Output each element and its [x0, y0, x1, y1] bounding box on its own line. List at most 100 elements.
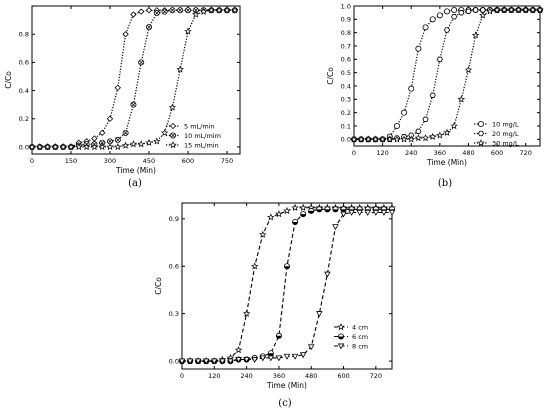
panel-c-legend-label: 8 cm	[352, 342, 368, 350]
panel-a-data-point	[122, 31, 129, 38]
panel-c-data-point	[340, 211, 347, 218]
panel-a-x-tick-label: 450	[143, 157, 155, 165]
panel-b-data-point	[500, 6, 508, 14]
panel-c-y-tick-label: 0.6	[169, 263, 179, 271]
panel-c-data-point	[267, 350, 274, 357]
panel-a-y-tick-label: 0.4	[19, 87, 29, 95]
panel-c-x-tick-label: 240	[240, 372, 252, 380]
panel-c-data-point	[372, 210, 380, 216]
panel-c-data-point	[267, 355, 275, 362]
panel-a: 0 150 300 450 600 750 0.0 0.2 0.4 0.6 0.8 Time (Min…	[4, 5, 241, 189]
panel-b-data-point	[451, 14, 458, 20]
panel-a-data-point-cross	[107, 139, 113, 144]
panel-a-data-point	[145, 7, 153, 14]
panel-b-y-tick-label: 0.1	[341, 122, 351, 130]
panel-c-data-point	[275, 355, 283, 362]
panel-b-y-tick-label: 0.7	[341, 42, 351, 50]
panel-a-x-tick-label: 300	[104, 157, 116, 165]
panel-a-legend-label: 15 mL/min	[184, 141, 219, 149]
panel-a-data-point	[75, 143, 83, 151]
panel-c-data-point	[235, 357, 242, 363]
panel-c-data-point	[202, 358, 210, 365]
panel-b-data-point	[378, 135, 387, 143]
panel-c-data-point-fill	[308, 210, 314, 214]
panel-b-x-tick-label: 480	[462, 149, 474, 157]
panel-b-legend-label: 20 mg/L	[492, 130, 519, 138]
panel-a-data-point	[106, 143, 114, 151]
panel-c-data-point	[259, 355, 267, 362]
panel-b-y-tick-label: 0.9	[341, 16, 351, 24]
panel-b-data-point	[514, 6, 523, 14]
panel-a-data-point	[130, 101, 137, 108]
panel-a-data-point	[231, 6, 239, 14]
panel-c-data-point	[324, 206, 331, 213]
panel-a-data-point	[176, 65, 184, 73]
panel-b-data-point	[507, 6, 516, 14]
panel-a-data-point-cross	[100, 140, 105, 145]
panel-a-data-point	[114, 143, 122, 151]
panel-b-y-tick-label: 0.0	[341, 136, 351, 144]
panel-b-y-tick-label: 1.0	[341, 2, 351, 10]
panel-a-data-point	[51, 143, 60, 151]
panel-a-data-point	[137, 140, 145, 148]
panel-c-data-point	[332, 206, 339, 213]
panel-b-y-tick-label: 0.5	[341, 69, 351, 77]
panel-a-data-point	[169, 7, 176, 14]
panel-b-data-point	[486, 7, 494, 15]
panel-b-data-point	[536, 6, 544, 14]
panel-c-x-tick-label: 480	[305, 372, 317, 380]
panel-b-x-tick-label: 360	[434, 149, 446, 157]
panel-c-data-point	[340, 206, 347, 213]
panel-b-legend: 10 mg/L 20 mg/L30 mg/L	[474, 120, 519, 147]
panel-c-legend-label: 6 cm	[352, 333, 368, 341]
panel-b-data-point	[450, 122, 458, 130]
panel-c-legend-label: 4 cm	[352, 323, 368, 331]
panel-a-data-point	[199, 7, 208, 15]
panel-c-data-point	[283, 263, 290, 270]
panel-a-x-tick-label: 600	[182, 157, 194, 165]
panel-b-x-tick-label: 120	[376, 149, 388, 157]
panel-a-data-point	[215, 6, 223, 14]
panel-a-legend-label: 10 mL/mim	[184, 132, 221, 140]
panel-c-label: (c)	[278, 398, 292, 409]
panel-a-data-point	[168, 103, 177, 111]
panel-c-data-point	[275, 210, 283, 218]
panel-c-x-tick-label: 0	[180, 372, 184, 380]
panel-a-y-tick-label: 0.2	[19, 115, 29, 123]
panel-a-data-point-cross	[193, 8, 198, 13]
panel-b-x-tick-label: 240	[405, 149, 417, 157]
panel-b-data-point	[393, 123, 400, 130]
panel-c-data-point	[364, 210, 372, 216]
panel-a-data-point	[160, 128, 169, 137]
panel-a-series-3	[28, 6, 239, 151]
panel-b-data-point	[521, 6, 530, 14]
panel-b-series-3	[350, 6, 544, 143]
panel-b-data-point	[357, 135, 365, 143]
panel-a-data-point	[145, 24, 152, 31]
panel-b-data-point	[458, 10, 465, 16]
panel-b-y-axis-title: C/Co	[326, 67, 335, 85]
panel-b-legend-marker	[477, 139, 485, 147]
panel-a-y-axis-title: C/Co	[4, 71, 13, 89]
panel-a-data-point-cross	[170, 8, 175, 13]
panel-c-data-point	[283, 206, 291, 215]
panel-a-data-point	[114, 84, 121, 91]
panel-a-data-point	[106, 115, 114, 122]
panel-a-data-point-cross	[123, 130, 128, 135]
panel-a-data-point	[98, 143, 106, 151]
panel-b-y-tick-label: 0.6	[341, 56, 351, 64]
panel-b-data-point	[407, 135, 415, 143]
panel-b-data-point	[401, 109, 408, 116]
panel-b-legend-marker	[477, 130, 485, 137]
panel-b-label: (b)	[438, 178, 452, 189]
panel-c-data-point	[194, 358, 202, 365]
panel-c-data-point-fill	[316, 209, 322, 212]
panel-c-data-point	[292, 218, 299, 225]
panel-a-data-point	[145, 138, 153, 146]
panel-b-data-point	[529, 6, 537, 14]
panel-a-data-point	[177, 7, 184, 14]
panel-a-data-point	[28, 143, 36, 151]
panel-b-plot-frame	[353, 5, 541, 147]
panel-c-data-point	[316, 311, 323, 318]
